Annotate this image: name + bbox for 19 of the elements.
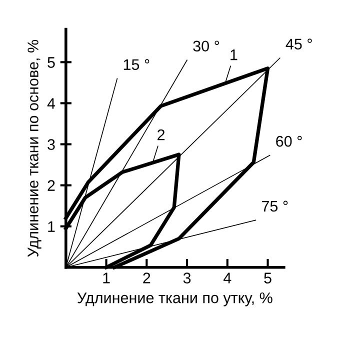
x-tick-label: 2 bbox=[143, 272, 150, 284]
x-axis-title: Удлинение ткани по утку, % bbox=[77, 292, 272, 306]
annotation: 2 bbox=[158, 129, 165, 140]
annotation: 60 ° bbox=[276, 136, 302, 147]
x-tick-label: 1 bbox=[103, 272, 110, 284]
y-tick-label: 5 bbox=[48, 57, 55, 68]
annotation: 30 ° bbox=[193, 40, 220, 52]
annotation: 45 ° bbox=[286, 38, 312, 50]
y-tick-label: 2 bbox=[48, 180, 55, 191]
annotation: 1 bbox=[230, 50, 238, 60]
annotation: 15 ° bbox=[124, 59, 150, 70]
y-tick-label: 4 bbox=[47, 98, 56, 109]
x-tick-label: 5 bbox=[264, 272, 272, 284]
y-axis-title: Удлинение ткани по основе, % bbox=[28, 40, 42, 257]
y-tick-label: 3 bbox=[48, 139, 55, 150]
annotation: 75 ° bbox=[262, 200, 288, 212]
x-tick-label: 4 bbox=[224, 272, 232, 284]
x-tick-label: 3 bbox=[183, 272, 191, 284]
y-tick-label: 1 bbox=[48, 221, 55, 232]
